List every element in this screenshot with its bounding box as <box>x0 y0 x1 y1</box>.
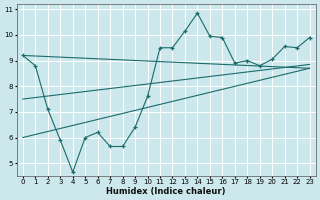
X-axis label: Humidex (Indice chaleur): Humidex (Indice chaleur) <box>107 187 226 196</box>
